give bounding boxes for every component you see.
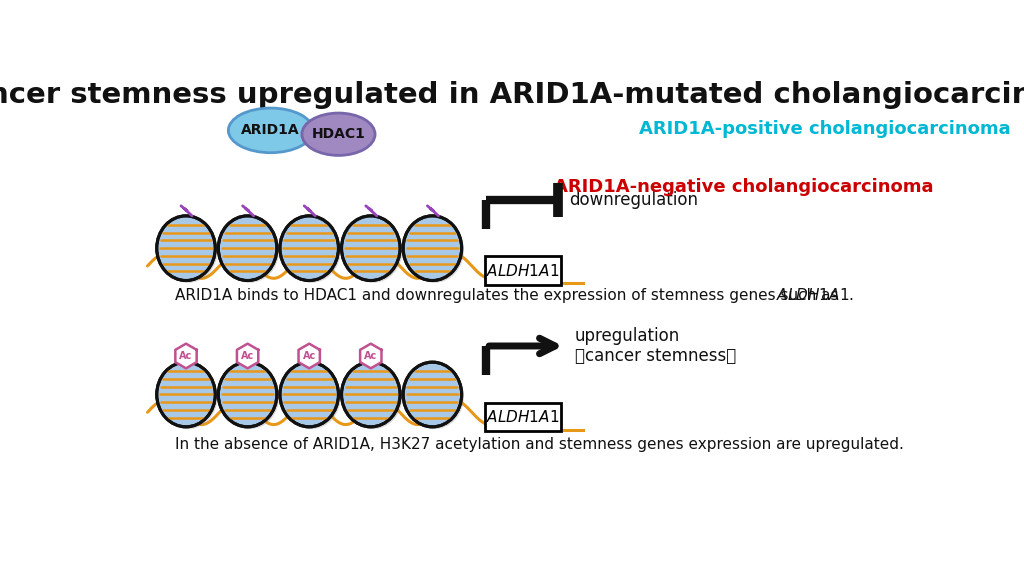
Text: downregulation: downregulation: [568, 190, 697, 209]
Text: Ac: Ac: [365, 351, 378, 361]
Text: $\mathit{ALDH1A1}$: $\mathit{ALDH1A1}$: [486, 263, 559, 278]
Ellipse shape: [159, 364, 217, 429]
Text: Ac: Ac: [302, 351, 315, 361]
Ellipse shape: [218, 362, 276, 427]
Text: ARID1A-positive cholangiocarcinoma: ARID1A-positive cholangiocarcinoma: [639, 120, 1011, 138]
Text: Ac: Ac: [179, 351, 193, 361]
Text: Cancer stemness upregulated in ARID1A-mutated cholangiocarcinoma: Cancer stemness upregulated in ARID1A-mu…: [0, 81, 1024, 109]
Ellipse shape: [302, 113, 375, 155]
Ellipse shape: [220, 218, 280, 283]
Text: Ac: Ac: [241, 351, 254, 361]
Ellipse shape: [403, 216, 462, 281]
Text: ARID1A-negative cholangiocarcinoma: ARID1A-negative cholangiocarcinoma: [554, 178, 934, 196]
Text: HDAC1: HDAC1: [311, 127, 366, 141]
Ellipse shape: [406, 364, 464, 429]
Ellipse shape: [157, 216, 215, 281]
Polygon shape: [237, 343, 258, 369]
Ellipse shape: [342, 216, 400, 281]
Text: $\mathit{ALDH1A1}$: $\mathit{ALDH1A1}$: [486, 409, 559, 425]
Polygon shape: [360, 343, 382, 369]
Ellipse shape: [344, 218, 402, 283]
Ellipse shape: [157, 362, 215, 427]
Ellipse shape: [159, 218, 217, 283]
Text: （cancer stemness）: （cancer stemness）: [574, 347, 736, 365]
Text: $\mathit{ALDH1A1}$.: $\mathit{ALDH1A1}$.: [776, 287, 854, 303]
FancyBboxPatch shape: [484, 256, 561, 285]
Polygon shape: [299, 343, 319, 369]
Ellipse shape: [283, 364, 341, 429]
Ellipse shape: [342, 362, 400, 427]
Text: upregulation: upregulation: [574, 327, 680, 345]
Ellipse shape: [283, 218, 341, 283]
Text: In the absence of ARID1A, H3K27 acetylation and stemness genes expression are up: In the absence of ARID1A, H3K27 acetylat…: [175, 437, 904, 452]
Ellipse shape: [218, 216, 276, 281]
Text: ARID1A: ARID1A: [242, 124, 300, 137]
Ellipse shape: [403, 362, 462, 427]
FancyBboxPatch shape: [484, 403, 561, 431]
Ellipse shape: [228, 108, 313, 153]
Ellipse shape: [344, 364, 402, 429]
Polygon shape: [175, 343, 197, 369]
Ellipse shape: [406, 218, 464, 283]
Ellipse shape: [280, 362, 339, 427]
Ellipse shape: [280, 216, 339, 281]
Text: ARID1A binds to HDAC1 and downregulates the expression of stemness genes such as: ARID1A binds to HDAC1 and downregulates …: [175, 288, 844, 302]
Ellipse shape: [220, 364, 280, 429]
